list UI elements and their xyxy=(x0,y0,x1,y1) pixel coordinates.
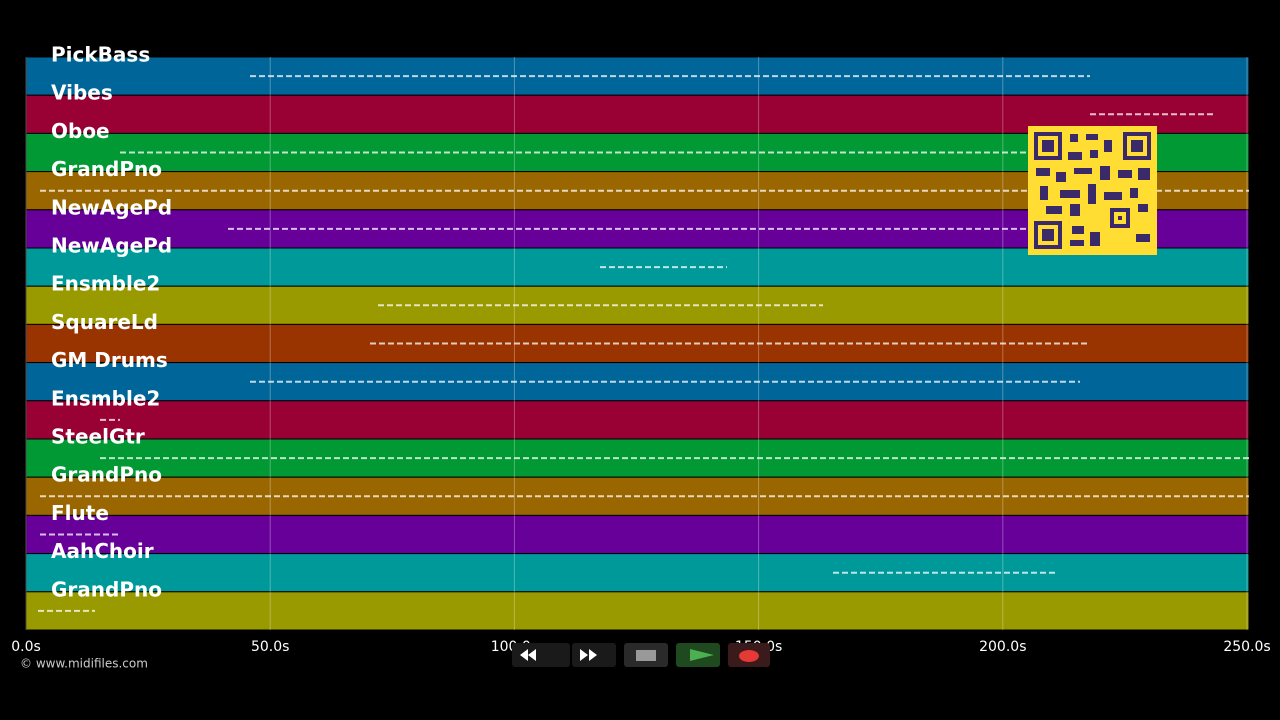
track-label: PickBass xyxy=(51,43,150,67)
notes xyxy=(38,75,1249,612)
time-tick-label: 250.0s xyxy=(1223,639,1270,655)
footer: © www.midifiles.com xyxy=(20,657,148,671)
track-label: NewAgePd xyxy=(51,234,172,258)
track-label: NewAgePd xyxy=(51,195,172,219)
track-label: GrandPno xyxy=(51,463,162,487)
track-label: AahChoir xyxy=(51,539,154,563)
track-label: SteelGtr xyxy=(51,425,145,449)
grid xyxy=(25,57,1248,630)
track-label: Ensmble2 xyxy=(51,386,160,410)
track-label: GrandPno xyxy=(51,157,162,181)
track-band xyxy=(25,514,1250,555)
track-band xyxy=(25,285,1250,325)
track-label: SquareLd xyxy=(51,310,158,334)
rewind-button[interactable] xyxy=(512,643,570,667)
track-label: Flute xyxy=(51,501,109,525)
track-band xyxy=(25,400,1250,440)
qr-code xyxy=(1028,126,1157,255)
track-band xyxy=(25,553,1250,593)
time-tick-label: 200.0s xyxy=(979,639,1026,655)
track-label: Oboe xyxy=(51,119,110,143)
transport-controls xyxy=(512,643,770,667)
time-tick-label: 0.0s xyxy=(11,639,41,655)
track-label: GrandPno xyxy=(51,577,162,601)
track-label: Vibes xyxy=(51,81,113,105)
time-tick-label: 50.0s xyxy=(251,639,289,655)
track-label: GM Drums xyxy=(51,348,168,372)
track-band xyxy=(25,591,1250,631)
track-label: Ensmble2 xyxy=(51,272,160,296)
